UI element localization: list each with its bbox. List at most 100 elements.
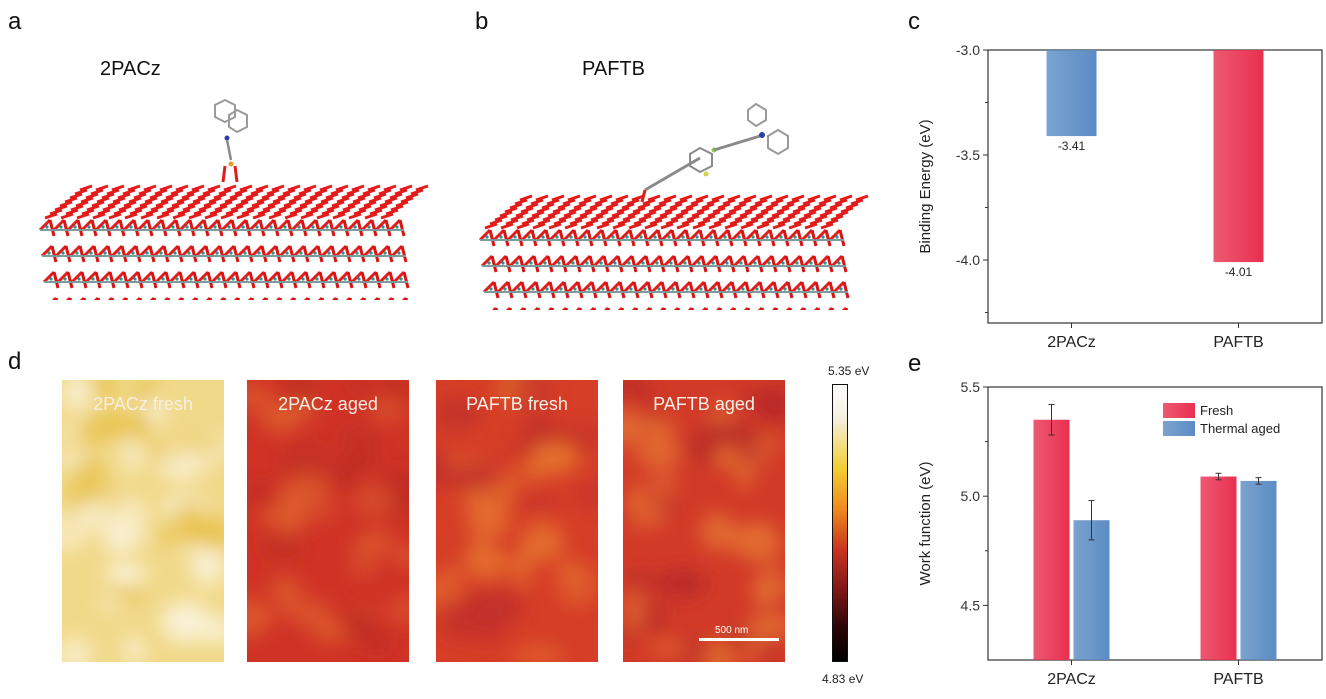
bond	[278, 244, 292, 258]
bond	[564, 222, 578, 230]
bond	[38, 218, 52, 232]
bond	[273, 208, 287, 216]
ti-atom	[367, 225, 371, 229]
bond	[209, 208, 223, 216]
kpfm-texture-blob	[658, 568, 707, 598]
ti-atom	[669, 261, 673, 265]
kpfm-texture-blob	[130, 380, 161, 399]
bond	[358, 204, 372, 212]
bond	[830, 214, 844, 222]
bond	[152, 244, 166, 258]
bond	[803, 210, 817, 218]
bond	[744, 228, 758, 242]
bond	[251, 200, 265, 208]
ti-atom	[517, 287, 521, 291]
bond	[557, 202, 571, 210]
ti-atom	[531, 287, 535, 291]
plot-frame	[987, 386, 1323, 661]
bond	[320, 196, 334, 204]
bond	[248, 271, 256, 289]
ti-atom	[601, 287, 605, 291]
bond	[208, 244, 222, 258]
binding-energy-chart: -3.0 -3.5 -4.0 2PACz -3.41 PAFTB -4.01 Binding …	[917, 42, 1323, 350]
bond	[272, 219, 280, 237]
bond	[547, 306, 554, 310]
bond	[166, 297, 171, 300]
bond	[592, 307, 597, 310]
bond	[206, 218, 220, 232]
bond	[799, 306, 806, 310]
bond	[792, 206, 806, 214]
bond	[399, 184, 413, 192]
bond	[788, 254, 802, 268]
bond	[320, 297, 325, 300]
ti-atom	[273, 277, 277, 281]
bond	[663, 194, 677, 202]
bond	[54, 244, 68, 258]
ti-atom	[199, 225, 203, 229]
bond	[318, 218, 332, 232]
bond	[708, 222, 722, 230]
bond	[65, 208, 79, 216]
bond	[562, 281, 570, 299]
bond	[733, 202, 747, 210]
bond	[777, 218, 791, 226]
bond	[304, 218, 318, 232]
bond	[250, 297, 255, 300]
kpfm-texture-blob	[284, 397, 316, 420]
bond	[192, 196, 206, 204]
bond	[219, 200, 233, 208]
bond	[364, 270, 378, 284]
kpfm-texture-blob	[179, 436, 224, 454]
bond	[618, 281, 626, 299]
bond	[643, 210, 657, 218]
ti-atom	[821, 235, 825, 239]
kpfm-texture-blob	[513, 645, 565, 662]
bond	[272, 196, 286, 204]
ti-atom	[515, 261, 519, 265]
kpfm-label: 2PACz fresh	[93, 394, 193, 414]
bond	[353, 208, 367, 216]
bond	[808, 206, 822, 214]
kpfm-texture-blob	[160, 601, 212, 643]
bond	[134, 204, 148, 212]
bond	[516, 222, 530, 230]
bond	[560, 255, 568, 273]
bond	[239, 184, 253, 192]
bond	[824, 229, 832, 247]
bond	[648, 307, 653, 310]
bond	[574, 214, 588, 222]
bond	[504, 206, 518, 214]
bond	[533, 306, 540, 310]
bond	[271, 184, 285, 192]
bond	[220, 271, 228, 289]
ti-atom	[683, 261, 687, 265]
bond	[606, 214, 620, 222]
bond	[680, 206, 694, 214]
kpfm-texture-blob	[343, 612, 375, 637]
bond	[180, 244, 194, 258]
ti-atom	[185, 225, 189, 229]
bond	[688, 228, 702, 242]
bond	[670, 229, 678, 247]
bond	[108, 212, 122, 220]
bond	[800, 228, 814, 242]
kpfm-texture-blob	[281, 448, 333, 480]
bond	[172, 212, 186, 220]
ti-atom	[667, 235, 671, 239]
bond	[293, 192, 307, 200]
bond	[786, 228, 800, 242]
bond	[634, 254, 648, 268]
ti-atom	[643, 287, 647, 291]
y-tick-label: 5.5	[961, 379, 981, 395]
ti-atom	[671, 287, 675, 291]
bond	[150, 271, 158, 289]
bond	[150, 204, 164, 212]
bond	[715, 306, 722, 310]
bond	[230, 219, 238, 237]
bond	[812, 255, 820, 273]
ti-atom	[569, 235, 573, 239]
bond	[245, 192, 259, 200]
bond	[60, 212, 74, 220]
kpfm-texture-blob	[71, 425, 107, 448]
